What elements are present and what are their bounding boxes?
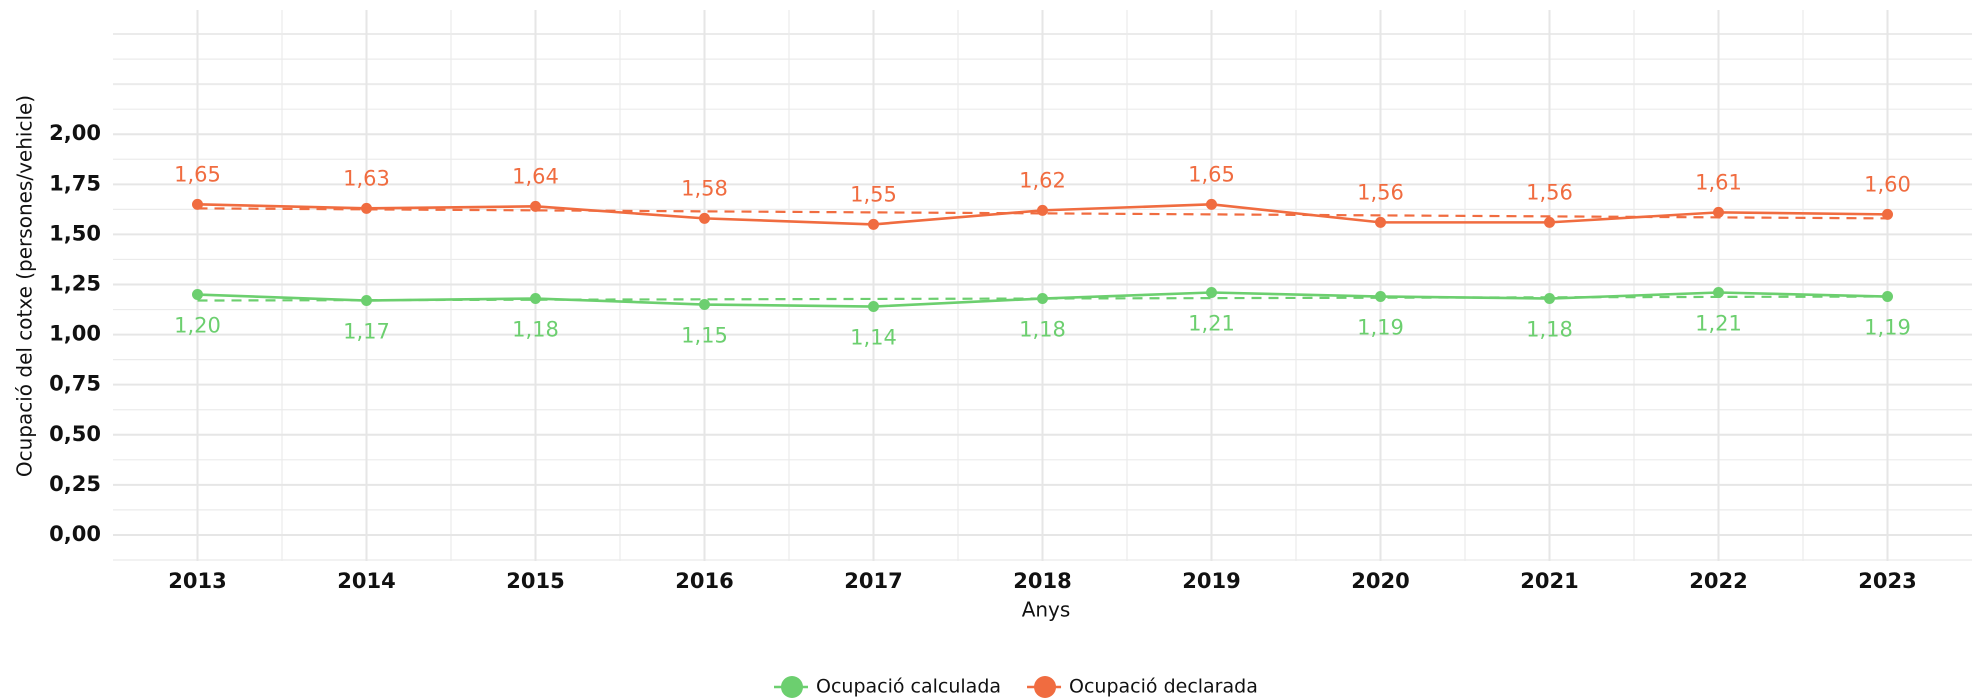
point [868,218,879,230]
point [1882,208,1893,220]
point [699,212,710,224]
value-label: 1,19 [1357,316,1404,340]
point [1713,287,1724,299]
series: 1,65 1,63 1,64 1,58 1,55 1,62 1,65 1,56 1,56 1,61… [174,162,1911,230]
y-tick-label: 1,00 [49,322,101,346]
point [192,289,203,301]
value-label: 1,21 [1695,312,1742,336]
value-label: 1,19 [1864,316,1911,340]
point [1375,216,1386,228]
point [530,200,541,212]
x-tick-label: 2022 [1689,569,1747,593]
point [1544,216,1555,228]
point [1037,204,1048,216]
value-label: 1,62 [1019,168,1066,192]
legend-key [1034,676,1057,698]
value-label: 1,63 [343,166,390,190]
point [1206,198,1217,210]
value-label: 1,64 [512,164,559,188]
grid [113,10,1972,561]
y-tick-label: 0,50 [49,422,101,446]
value-label: 1,58 [681,176,728,200]
point [530,293,541,305]
x-tick-label: 2021 [1520,569,1578,593]
legend-label: Ocupació declarada [1069,676,1258,698]
point [1713,206,1724,218]
x-tick-label: 2020 [1351,569,1409,593]
value-label: 1,20 [174,314,221,338]
trend-line [197,207,1888,220]
value-label: 1,17 [343,320,390,344]
point [1882,291,1893,303]
x-tick-label: 2017 [844,569,902,593]
x-tick-label: 2019 [1182,569,1240,593]
y-tick-label: 2,00 [49,121,101,145]
x-tick-label: 2016 [675,569,733,593]
y-tick-label: 0,00 [49,522,101,546]
point [192,198,203,210]
x-tick-label: 2014 [337,569,395,593]
y-axis-title: Ocupació del cotxe (persones/vehicle) [13,95,37,477]
value-label: 1,60 [1864,172,1911,196]
series: 1,20 1,17 1,18 1,15 1,14 1,18 1,21 1,19 1,18 1,21… [174,287,1911,350]
point [1375,291,1386,303]
legend-label: Ocupació calculada [816,676,1001,698]
point [1037,293,1048,305]
y-tick-label: 0,75 [49,372,101,396]
point [1544,293,1555,305]
point [361,202,372,214]
value-label: 1,14 [850,326,897,350]
point [699,299,710,311]
value-label: 1,55 [850,182,897,206]
value-label: 1,56 [1526,180,1573,204]
x-tick-label: 2015 [506,569,564,593]
point [1206,287,1217,299]
x-tick-label: 2013 [168,569,226,593]
point [868,301,879,313]
value-label: 1,15 [681,324,728,348]
x-tick-label: 2018 [1013,569,1071,593]
value-label: 1,65 [174,162,221,186]
x-tick-label: 2023 [1858,569,1916,593]
value-label: 1,18 [1019,318,1066,342]
y-tick-label: 0,25 [49,472,101,496]
value-label: 1,18 [512,318,559,342]
legend-key [781,676,803,698]
y-tick-label: 1,25 [49,271,101,295]
value-label: 1,61 [1695,170,1742,194]
point [361,295,372,307]
value-label: 1,18 [1526,318,1573,342]
y-tick-label: 1,75 [49,171,101,195]
value-label: 1,65 [1188,162,1235,186]
x-axis-title: Anys [1022,598,1071,622]
y-tick-label: 1,50 [49,221,101,245]
value-label: 1,56 [1357,180,1404,204]
value-label: 1,21 [1188,312,1235,336]
legend: Ocupació calculada Ocupació declarada [774,676,1258,698]
